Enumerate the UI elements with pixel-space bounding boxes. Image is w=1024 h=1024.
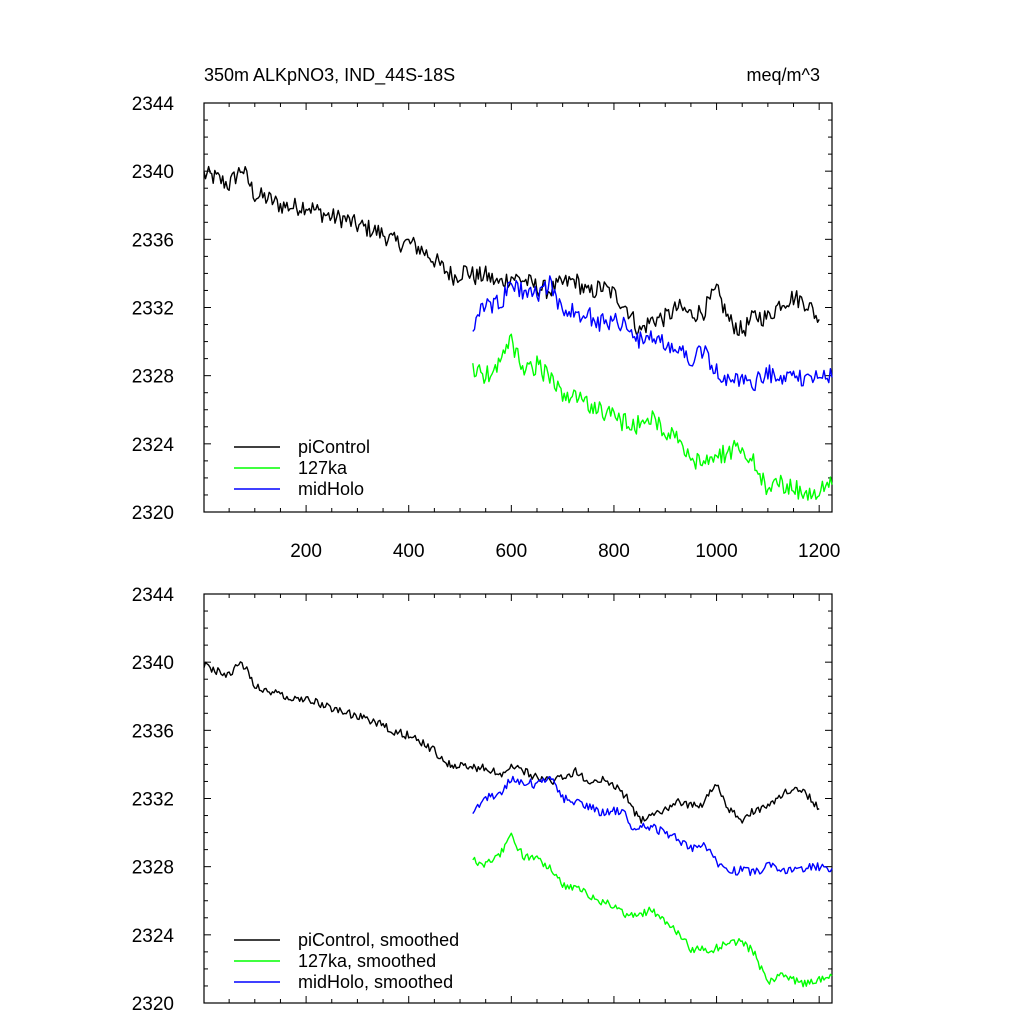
x-tick-label: 1000 (695, 541, 737, 562)
panel-1: 2320 2324 2328 2332 2336 2340 2344 200 400 600 800… (132, 94, 841, 562)
series-line-midholo (472, 775, 833, 877)
legend-label: piControl, smoothed (298, 930, 459, 950)
y-tick-label: 2328 (132, 367, 174, 388)
y-tick-label: 2340 (132, 653, 174, 674)
series-line-127ka (472, 333, 833, 501)
legend-label: 127ka (298, 458, 348, 478)
x-tick-label: 600 (495, 541, 527, 562)
y-tick-label: 2332 (132, 790, 174, 811)
x-tick-label: 1200 (798, 541, 840, 562)
y-tick-label: 2336 (132, 230, 174, 251)
legend-label: midHolo (298, 479, 364, 499)
x-tick-label: 400 (393, 541, 425, 562)
legend-label: piControl (298, 437, 370, 457)
y-tick-label: 2344 (132, 585, 175, 606)
panel-2: 2320 2324 2328 2332 2336 2340 2344 piControl, s… (132, 585, 833, 1015)
y-tick-label: 2320 (132, 503, 174, 524)
series-line-picontrol (203, 661, 820, 824)
x-tick-label: 200 (290, 541, 322, 562)
chart-title: 350m ALKpNO3, IND_44S-18S (204, 65, 455, 86)
x-tick-label: 800 (598, 541, 630, 562)
series-line-127ka (472, 832, 833, 988)
series-line-picontrol (203, 165, 820, 337)
y-tick-label: 2336 (132, 721, 174, 742)
series-line-midholo (472, 275, 833, 392)
y-tick-label: 2340 (132, 162, 174, 183)
y-tick-label: 2344 (132, 94, 175, 115)
y-tick-label: 2324 (132, 435, 175, 456)
y-tick-label: 2320 (132, 994, 174, 1015)
legend-label: 127ka, smoothed (298, 951, 436, 971)
y-tick-label: 2332 (132, 299, 174, 320)
y-tick-label: 2328 (132, 858, 174, 879)
units-label: meq/m^3 (747, 65, 820, 85)
y-tick-label: 2324 (132, 926, 175, 947)
legend-label: midHolo, smoothed (298, 972, 453, 992)
